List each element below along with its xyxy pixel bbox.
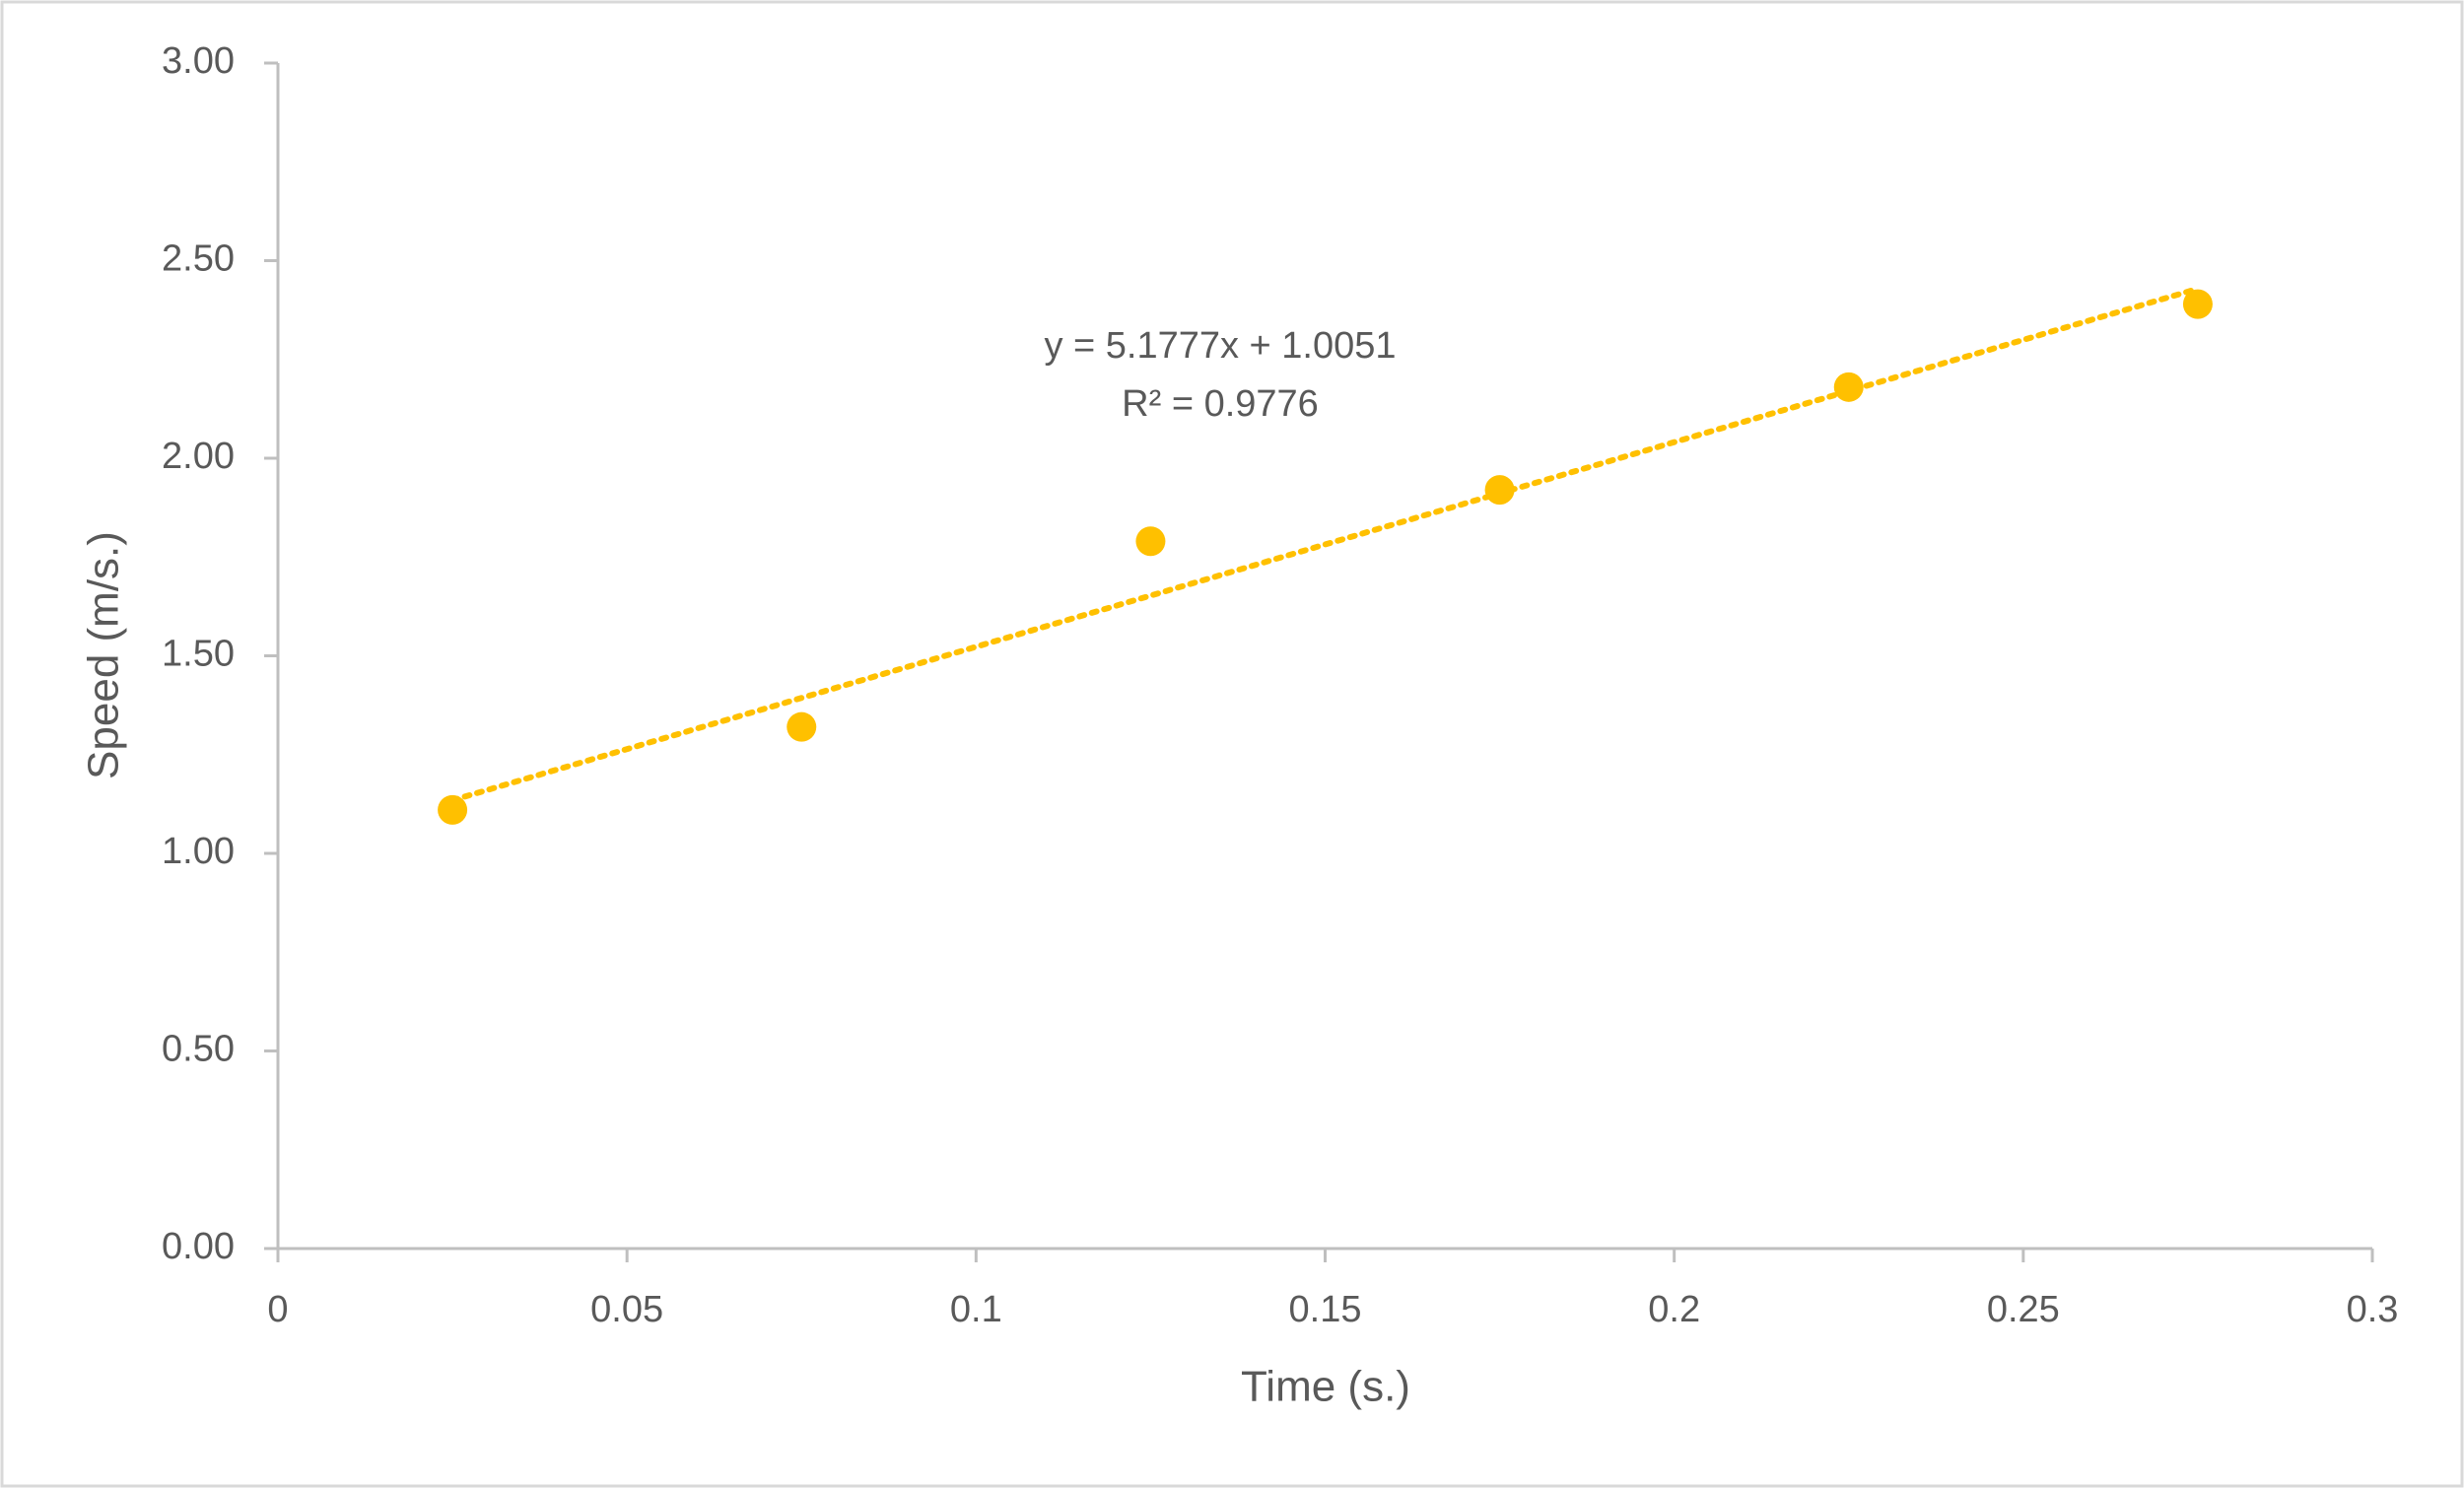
trendline-r-squared: R² = 0.9776: [1122, 383, 1319, 425]
point: [2182, 289, 2213, 319]
point: [1135, 526, 1166, 557]
trendline: [449, 285, 2201, 804]
point: [787, 711, 817, 742]
x-tick-label: 0.25: [1987, 1289, 2060, 1330]
point: [1833, 372, 1864, 402]
y-tick-label: 0.50: [162, 1029, 235, 1070]
trendline-equation: y = 5.1777x + 1.0051: [1044, 325, 1396, 367]
y-tick-label: 2.50: [162, 238, 235, 280]
point: [438, 794, 468, 825]
y-tick-label: 1.00: [162, 831, 235, 872]
x-tick-label: 0.2: [1648, 1289, 1700, 1330]
x-tick-label: 0: [267, 1289, 288, 1330]
point: [1484, 475, 1515, 506]
x-axis-title: Time (s.): [1241, 1363, 1410, 1411]
y-axis-title: Speed (m/s.): [80, 531, 128, 779]
x-tick-label: 0.15: [1289, 1289, 1362, 1330]
x-tick-label: 0.1: [950, 1289, 1002, 1330]
y-tick-label: 1.50: [162, 634, 235, 675]
x-tick-label: 0.3: [2347, 1289, 2399, 1330]
y-tick-label: 0.00: [162, 1226, 235, 1267]
y-tick-label: 2.00: [162, 436, 235, 477]
x-tick-label: 0.05: [590, 1289, 663, 1330]
y-tick-label: 3.00: [162, 40, 235, 82]
